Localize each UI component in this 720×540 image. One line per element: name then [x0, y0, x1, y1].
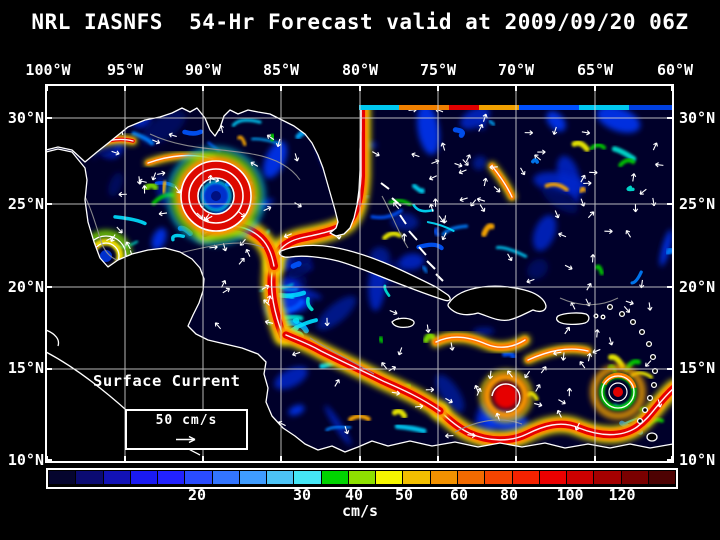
axis-ticks [46, 85, 673, 462]
colorbar-tick: 40 [344, 486, 364, 504]
x-axis-label: 85°W [262, 61, 300, 79]
hispaniola [447, 285, 547, 322]
colorbar-cell [403, 471, 430, 484]
y-axis-label: 20°N [7, 278, 44, 296]
colorbar-unit: cm/s [341, 502, 379, 520]
colorbar-cell [130, 471, 158, 484]
vector-scale-value: 50 cm/s [155, 413, 218, 428]
lat-lon-grid [46, 85, 673, 462]
y-axis-label: 20°N [679, 278, 716, 296]
colorbar-tick: 100 [556, 486, 584, 504]
x-axis-label: 70°W [497, 61, 535, 79]
colorbar-cell [76, 471, 103, 484]
colorbar-cell [239, 471, 267, 484]
x-axis-label: 60°W [656, 61, 694, 79]
bahamas [380, 182, 444, 282]
y-axis-label: 15°N [679, 359, 716, 377]
puerto-rico [555, 312, 590, 326]
colorbar-cell [348, 471, 376, 484]
rio-grande [46, 329, 60, 347]
y-axis-label: 15°N [7, 359, 44, 377]
colorbar-cell [648, 471, 676, 484]
colorbar-cell [267, 471, 294, 484]
x-axis-label: 65°W [576, 61, 614, 79]
colorbar-cell [621, 471, 648, 484]
colorbar-cell [158, 471, 185, 484]
colorbar-cell [512, 471, 539, 484]
colorbar-cell [376, 471, 403, 484]
y-axis-label: 25°N [679, 195, 716, 213]
colorbar-tick: 20 [187, 486, 207, 504]
current-scale-arrow-icon [175, 435, 195, 444]
jamaica [391, 317, 415, 328]
colorbar-tick: 120 [608, 486, 636, 504]
colorbar-cell [212, 471, 239, 484]
colorbar-cell [321, 471, 348, 484]
vector-scale-box: 50 cm/s [125, 409, 248, 450]
surface-current-label: Surface Current [93, 372, 241, 390]
colorbar-cell [539, 471, 567, 484]
x-axis-label: 95°W [106, 61, 144, 79]
colorbar-tick: 30 [292, 486, 312, 504]
colorbar-tick: 60 [449, 486, 469, 504]
colorbar-cell [49, 471, 76, 484]
y-axis-label: 30°N [679, 109, 716, 127]
lesser-antilles [593, 303, 659, 442]
colorbar-tick: 50 [394, 486, 414, 504]
y-axis-label: 10°N [7, 451, 44, 469]
plot-title: NRL IASNFS 54-Hr Forecast valid at 2009/… [31, 10, 689, 34]
colorbar-tick: 80 [499, 486, 519, 504]
colorbar-cell [594, 471, 621, 484]
colorbar-cell [485, 471, 512, 484]
x-axis-label: 80°W [341, 61, 379, 79]
x-axis-label: 100°W [25, 61, 71, 79]
y-axis-label: 25°N [7, 195, 44, 213]
colorbar-cell [103, 471, 130, 484]
colorbar-cell [185, 471, 212, 484]
colorbar-cell [567, 471, 594, 484]
y-axis-label: 10°N [679, 451, 716, 469]
colorbar-cell [457, 471, 485, 484]
colorbar-cell [430, 471, 457, 484]
colorbar-cell [294, 471, 321, 484]
colorbar [46, 468, 678, 489]
y-axis-label: 30°N [7, 109, 44, 127]
x-axis-label: 90°W [184, 61, 222, 79]
x-axis-label: 75°W [419, 61, 457, 79]
